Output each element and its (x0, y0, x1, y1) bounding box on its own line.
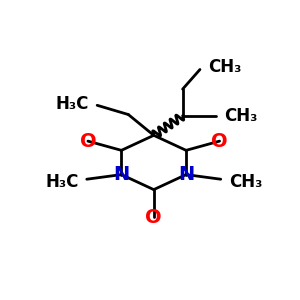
Text: N: N (113, 165, 130, 184)
Text: CH₃: CH₃ (208, 58, 242, 76)
Text: O: O (80, 132, 96, 151)
Text: O: O (146, 208, 162, 227)
Text: H₃C: H₃C (56, 95, 89, 113)
Text: O: O (211, 132, 228, 151)
Text: H₃C: H₃C (45, 172, 79, 190)
Text: N: N (178, 165, 194, 184)
Text: CH₃: CH₃ (229, 172, 262, 190)
Text: CH₃: CH₃ (224, 107, 258, 125)
